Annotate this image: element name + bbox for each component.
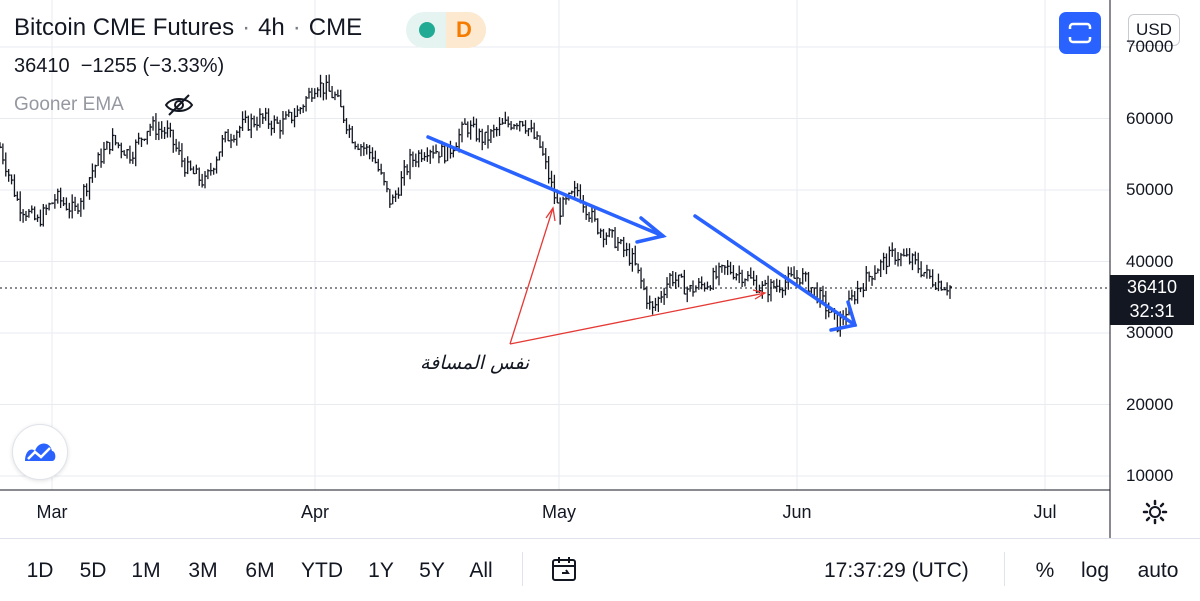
range-button-5d[interactable]: 5D <box>79 559 107 582</box>
price-series <box>0 74 952 337</box>
range-button-all[interactable]: All <box>469 559 493 582</box>
toolbar-separator <box>522 552 523 586</box>
utc-clock[interactable]: 17:37:29 (UTC) <box>824 559 969 582</box>
title-separator: · <box>242 14 251 41</box>
range-button-1m[interactable]: 1M <box>131 559 161 582</box>
range-button-1y[interactable]: 1Y <box>368 559 394 582</box>
time-tick-label: Apr <box>300 502 330 522</box>
currency-button[interactable]: USD <box>1128 14 1180 46</box>
price-tick-label: 40000 <box>1126 251 1174 271</box>
symbol-name: Bitcoin CME Futures <box>14 14 235 41</box>
range-button-3m[interactable]: 3M <box>188 559 218 582</box>
last-price-badge-value: 36410 <box>1126 277 1178 297</box>
indicator-legend[interactable]: Gooner EMA <box>14 94 124 116</box>
tradingview-logo-button[interactable] <box>12 424 68 480</box>
title-separator: · <box>292 14 301 41</box>
last-price: 36410 <box>14 55 70 77</box>
delayed-badge-bg <box>446 12 486 48</box>
price-change-pct: (−3.33%) <box>142 55 225 77</box>
market-open-dot <box>419 22 435 38</box>
time-tick-label: Mar <box>36 502 68 522</box>
calendar-goto-icon[interactable] <box>550 555 580 585</box>
range-button-1d[interactable]: 1D <box>26 559 54 582</box>
range-button-ytd[interactable]: YTD <box>301 559 343 582</box>
bottom-toolbar <box>0 538 1200 601</box>
price-tick-label: 60000 <box>1126 108 1174 128</box>
time-tick-label: May <box>541 502 577 522</box>
fullscreen-button[interactable] <box>1059 12 1101 54</box>
scale-option-log[interactable]: log <box>1080 559 1110 582</box>
gear-icon[interactable] <box>1142 499 1168 525</box>
range-button-5y[interactable]: 5Y <box>419 559 445 582</box>
toolbar-separator <box>1004 552 1005 586</box>
chart-grid <box>0 0 1110 490</box>
trend-arrow-2[interactable] <box>693 214 858 332</box>
market-status-pill[interactable]: D <box>406 12 486 48</box>
price-tick-label: 30000 <box>1126 323 1174 342</box>
range-button-6m[interactable]: 6M <box>245 559 275 582</box>
scale-option-auto[interactable]: auto <box>1137 559 1179 582</box>
fullscreen-icon <box>1067 22 1093 44</box>
price-tick-label: 20000 <box>1126 394 1174 414</box>
price-summary: 36410 −1255 (−3.33%) <box>14 55 224 78</box>
tradingview-logo-icon <box>25 443 56 461</box>
interval[interactable]: 4h <box>258 14 285 41</box>
trend-arrow-1[interactable] <box>426 135 667 244</box>
time-tick-label: Jul <box>1033 502 1057 522</box>
annotation-text[interactable]: نفس المسافة <box>420 352 530 374</box>
delayed-badge: D <box>456 17 472 42</box>
eye-crossed-icon[interactable] <box>164 92 194 118</box>
bar-countdown: 32:31 <box>1129 301 1175 321</box>
indicator-name: Gooner EMA <box>14 94 124 115</box>
time-tick-label: Jun <box>782 502 812 522</box>
last-price-badge: 36410 32:31 <box>1110 275 1194 325</box>
price-tick-label: 50000 <box>1126 180 1174 199</box>
price-change: −1255 <box>80 55 137 77</box>
scale-option-percent[interactable]: % <box>1035 559 1055 582</box>
symbol-title[interactable]: Bitcoin CME Futures · 4h · CME <box>14 14 362 42</box>
price-tick-label: 10000 <box>1126 466 1174 485</box>
exchange: CME <box>308 14 363 41</box>
distance-guide[interactable] <box>509 206 767 345</box>
price-tick-label: 70000 <box>1126 37 1174 56</box>
